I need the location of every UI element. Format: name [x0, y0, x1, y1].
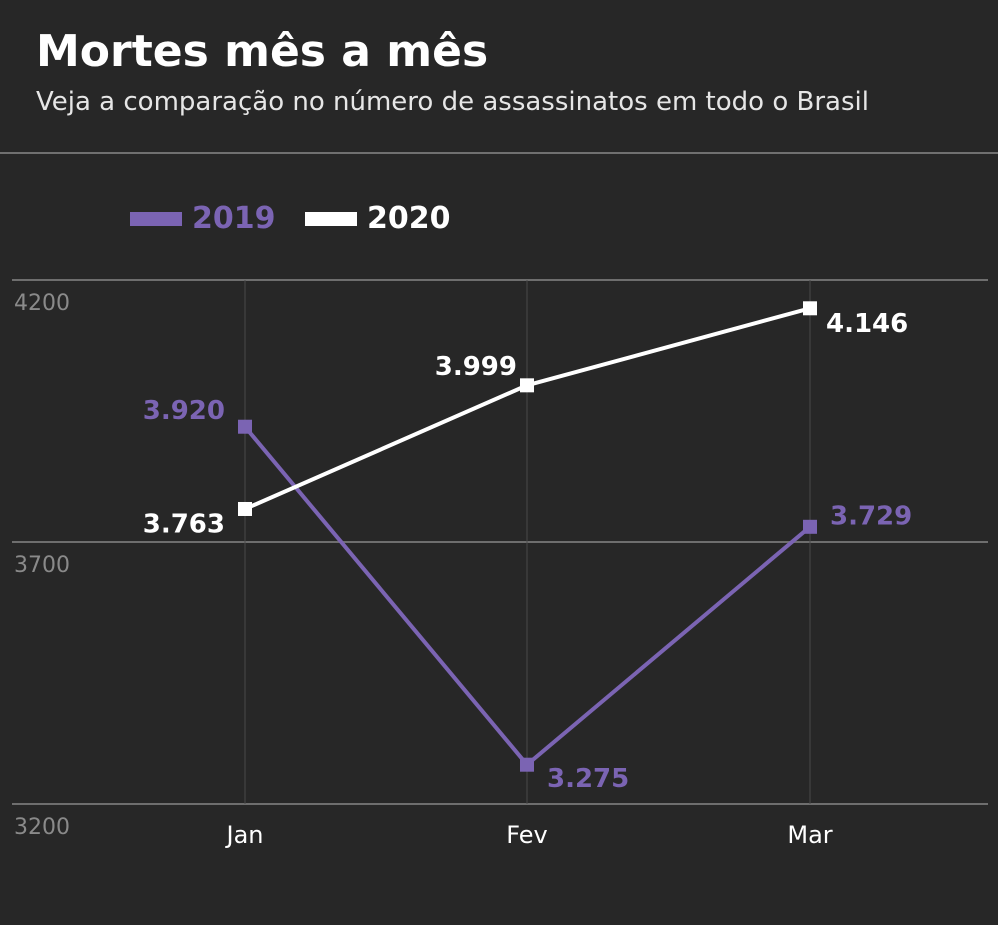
x-tick-label: Fev: [506, 821, 547, 849]
chart-title: Mortes mês a mês: [36, 26, 488, 77]
data-label: 3.999: [435, 352, 517, 382]
data-label: 3.763: [143, 509, 225, 539]
legend: 2019 2020: [130, 201, 451, 236]
legend-label: 2020: [367, 201, 451, 236]
data-label: 3.920: [143, 396, 225, 426]
y-tick-label: 4200: [14, 291, 70, 316]
data-point: [803, 519, 817, 534]
data-point: [803, 301, 817, 316]
data-label: 3.729: [830, 501, 912, 531]
legend-swatch: [305, 212, 357, 226]
x-tick-label: Jan: [225, 821, 264, 849]
y-tick-label: 3200: [14, 815, 70, 840]
data-point: [520, 378, 534, 393]
x-tick-label: Mar: [787, 821, 832, 849]
data-label: 3.275: [547, 764, 629, 794]
legend-label: 2019: [192, 201, 276, 236]
data-point: [238, 501, 252, 516]
chart-subtitle: Veja a comparação no número de assassina…: [36, 87, 869, 117]
data-point: [238, 419, 252, 434]
legend-swatch: [130, 212, 182, 226]
data-point: [520, 757, 534, 772]
y-tick-label: 3700: [14, 553, 70, 578]
data-label: 4.146: [826, 309, 908, 339]
